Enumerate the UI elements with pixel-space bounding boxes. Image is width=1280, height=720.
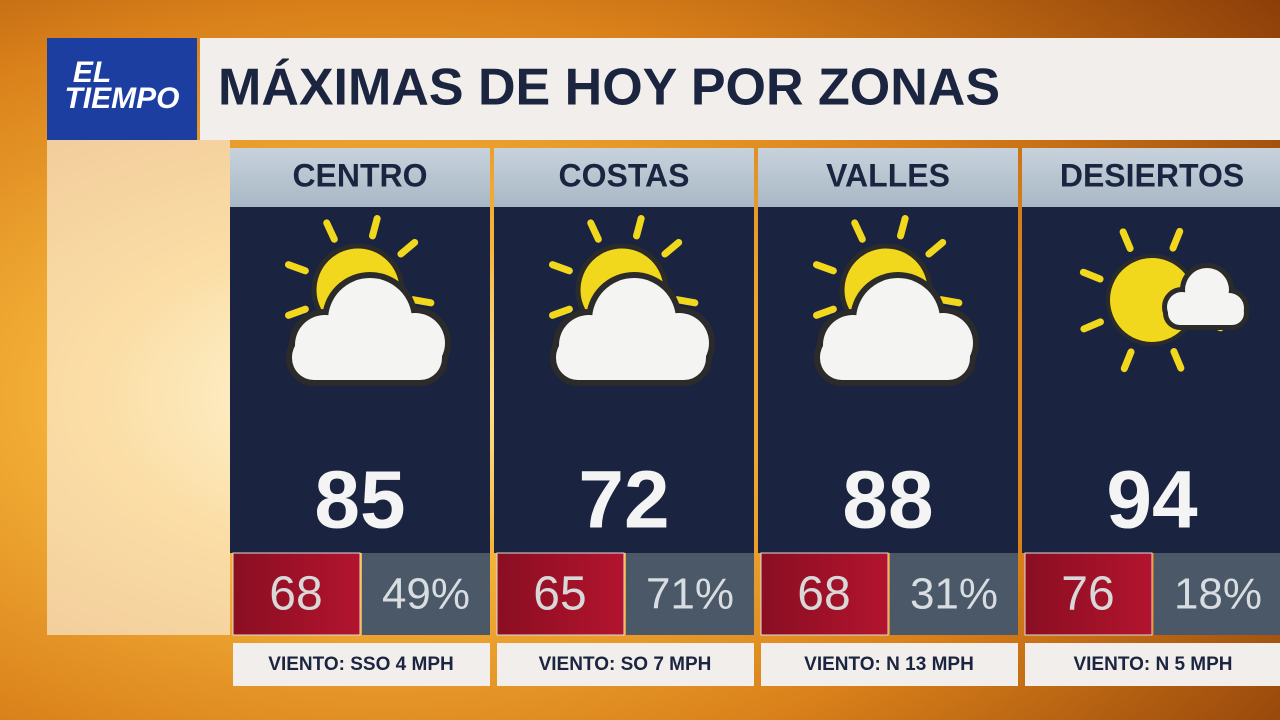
humidity: 49% [382,570,470,619]
wind: VIENTO: SSO 4 MPH [268,654,453,675]
humidity: 71% [646,570,734,619]
low-box [496,552,625,636]
low-box [232,552,361,636]
logo-line: TIEMPO [64,82,179,115]
low-temp: 68 [797,568,850,621]
logo-line: EL [73,56,111,89]
title-bar [200,38,1280,140]
zone-column: COSTAS 72 65 71% VIENTO: SO 7 MPH [494,148,754,686]
low-box [760,552,889,636]
side-panel [47,140,230,635]
low-temp: 68 [269,568,322,621]
low-temp: 76 [1061,568,1114,621]
wind: VIENTO: N 5 MPH [1073,654,1232,675]
zone-name: CENTRO [292,157,427,193]
zone-header [1022,148,1280,207]
zone-column: CENTRO 85 68 49% VIENTO: SSO 4 MPH [230,148,490,686]
high-temp: 85 [314,455,405,546]
zone-header [230,148,490,207]
zone-header [758,148,1018,207]
humidity-box [890,553,1018,635]
low-box [1024,552,1153,636]
zone-column: DESIERTOS 94 76 18% VIENTO: N 5 MPH [1022,148,1280,686]
logo-box [47,38,197,140]
low-temp: 65 [533,568,586,621]
wind-strip [761,643,1018,686]
high-temp: 88 [842,455,933,546]
wind-strip [1025,643,1280,686]
high-temp: 72 [578,455,669,546]
wind: VIENTO: SO 7 MPH [539,654,712,675]
wind-strip [233,643,490,686]
humidity: 31% [910,570,998,619]
zone-name: DESIERTOS [1060,157,1244,193]
zone-column: VALLES 88 68 31% VIENTO: N 13 MPH [758,148,1018,686]
wind-strip [497,643,754,686]
humidity-box [362,553,490,635]
humidity-box [1154,553,1280,635]
wind: VIENTO: N 13 MPH [804,654,974,675]
zone-name: VALLES [826,157,950,193]
title: MÁXIMAS DE HOY POR ZONAS [218,59,1000,117]
zone-header [494,148,754,207]
high-temp: 94 [1106,455,1198,546]
humidity-box [626,553,754,635]
zone-name: COSTAS [559,157,690,193]
humidity: 18% [1174,570,1262,619]
